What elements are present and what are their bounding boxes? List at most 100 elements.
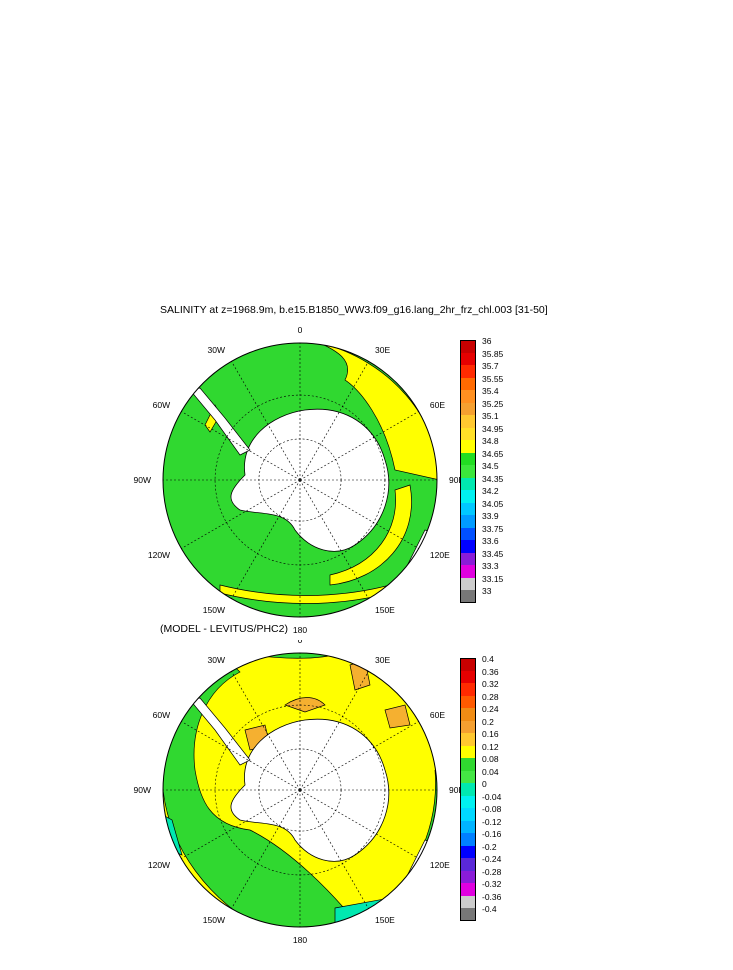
meridian-line bbox=[299, 671, 369, 791]
colorbar-cell bbox=[460, 770, 476, 783]
longitude-label-lon_60w: 60W bbox=[153, 400, 170, 410]
colorbar-cell bbox=[460, 858, 476, 871]
peninsula-land bbox=[189, 697, 251, 766]
ocean-field bbox=[163, 653, 437, 927]
colorbar-cell bbox=[460, 565, 476, 578]
colorbar-cell bbox=[460, 883, 476, 896]
colorbar-label: 35.85 bbox=[482, 348, 504, 359]
colorbar-cell bbox=[460, 708, 476, 721]
colorbar-label: 0.08 bbox=[482, 754, 499, 764]
meridian-line bbox=[231, 479, 301, 599]
colorbar-label: 34.65 bbox=[482, 448, 504, 459]
colorbar-label: 34.5 bbox=[482, 461, 499, 471]
colorbar-cell bbox=[460, 590, 476, 603]
colorbar-cell bbox=[460, 415, 476, 428]
meridian-line bbox=[299, 361, 369, 481]
difference-map-svg: 0 30E 60E 90E 120E 150E 180 150W 120W 90W 60W 30W bbox=[134, 640, 465, 945]
longitude-label-lon_60e: 60E bbox=[430, 710, 445, 720]
colorbar-label: -0.12 bbox=[482, 816, 502, 827]
longitude-label-lon_30e: 30E bbox=[375, 345, 390, 355]
south-america-land bbox=[163, 653, 206, 696]
colorbar-frame bbox=[460, 340, 476, 603]
colorbar-label: 0.04 bbox=[482, 766, 499, 777]
longitude-label-lon_120w: 120W bbox=[148, 550, 170, 560]
colorbar-cell bbox=[460, 808, 476, 821]
longitude-label-lon_90w: 90W bbox=[134, 785, 151, 795]
colorbar-label: -0.24 bbox=[482, 854, 502, 864]
longitude-label-lon_180: 180 bbox=[293, 625, 307, 635]
meridian-line bbox=[299, 789, 369, 909]
meridian-line bbox=[299, 721, 419, 791]
colorbar-cell bbox=[460, 820, 476, 833]
colorbar-cell bbox=[460, 527, 476, 540]
south-america-land bbox=[163, 343, 206, 386]
map-border bbox=[162, 342, 438, 618]
longitude-label-lon_150w: 150W bbox=[203, 605, 225, 615]
colorbar-label: -0.28 bbox=[482, 866, 502, 877]
longitude-label-lon_90w: 90W bbox=[134, 475, 151, 485]
colorbar-cell bbox=[460, 552, 476, 565]
colorbar-cell bbox=[460, 427, 476, 440]
meridian-line bbox=[181, 479, 301, 549]
colorbar-label: 34.35 bbox=[482, 473, 504, 484]
colorbar-label: 0.4 bbox=[482, 654, 494, 664]
colorbar-cell bbox=[460, 452, 476, 465]
meridian-line bbox=[299, 789, 419, 859]
ocean-field bbox=[163, 343, 437, 617]
colorbar-cell bbox=[460, 683, 476, 696]
longitude-label-lon_60w: 60W bbox=[153, 710, 170, 720]
meridian-line bbox=[299, 411, 419, 481]
colorbar-cell bbox=[460, 733, 476, 746]
colorbar-label: 33.45 bbox=[482, 548, 504, 559]
longitude-label-lon_180: 180 bbox=[293, 935, 307, 945]
colorbar-label: 33.6 bbox=[482, 536, 499, 546]
colorbar-label: 35.55 bbox=[482, 373, 504, 384]
colorbar-label: 35.1 bbox=[482, 411, 499, 421]
longitude-label-lon_90e: 90E bbox=[449, 785, 464, 795]
colorbar-label: -0.04 bbox=[482, 791, 502, 802]
colorbar-cell bbox=[460, 515, 476, 528]
longitude-label-lon_0: 0 bbox=[298, 640, 303, 645]
colorbar-label: 33.15 bbox=[482, 573, 504, 584]
colorbar-label: 33.75 bbox=[482, 523, 504, 534]
colorbar-label: 33.3 bbox=[482, 561, 499, 571]
meridian-line bbox=[231, 361, 301, 481]
colorbar-label: 0.28 bbox=[482, 691, 499, 702]
colorbar-frame bbox=[460, 658, 476, 921]
colorbar-label: 33 bbox=[482, 586, 492, 596]
colorbar-label: 0 bbox=[482, 779, 487, 789]
longitude-label-lon_120e: 120E bbox=[430, 550, 450, 560]
colorbar-cell bbox=[460, 895, 476, 908]
panel2-title: (MODEL - LEVITUS/PHC2) bbox=[160, 623, 288, 635]
colorbar-cell bbox=[460, 758, 476, 771]
colorbar-label: 36 bbox=[482, 336, 492, 346]
colorbar-cell bbox=[460, 390, 476, 403]
colorbar-label: 35.25 bbox=[482, 398, 504, 409]
colorbar-label: 34.2 bbox=[482, 486, 499, 496]
colorbar-label: 34.05 bbox=[482, 498, 504, 509]
colorbar-label: 35.7 bbox=[482, 361, 499, 371]
colorbar-cell bbox=[460, 477, 476, 490]
longitude-label-lon_30e: 30E bbox=[375, 655, 390, 665]
colorbar-label: 0.24 bbox=[482, 704, 499, 714]
longitude-label-lon_120e: 120E bbox=[430, 860, 450, 870]
colorbar-cell bbox=[460, 402, 476, 415]
longitude-label-lon_90e: 90E bbox=[449, 475, 464, 485]
colorbar-cell bbox=[460, 833, 476, 846]
colorbar-label: -0.08 bbox=[482, 804, 502, 814]
colorbar-cell bbox=[460, 577, 476, 590]
colorbar-cell bbox=[460, 340, 476, 353]
colorbar-label: 34.8 bbox=[482, 436, 499, 446]
meridian-line bbox=[231, 671, 301, 791]
meridian-line bbox=[299, 479, 419, 549]
colorbar-cell bbox=[460, 745, 476, 758]
colorbar-cell bbox=[460, 870, 476, 883]
colorbar-cell bbox=[460, 908, 476, 921]
colorbar-cell bbox=[460, 465, 476, 478]
colorbar-cell bbox=[460, 502, 476, 515]
colorbar-label: 33.9 bbox=[482, 511, 499, 521]
colorbar-label: 0.2 bbox=[482, 716, 494, 727]
peninsula-land bbox=[189, 387, 251, 456]
colorbar-cell bbox=[460, 658, 476, 671]
longitude-label-lon_120w: 120W bbox=[148, 860, 170, 870]
